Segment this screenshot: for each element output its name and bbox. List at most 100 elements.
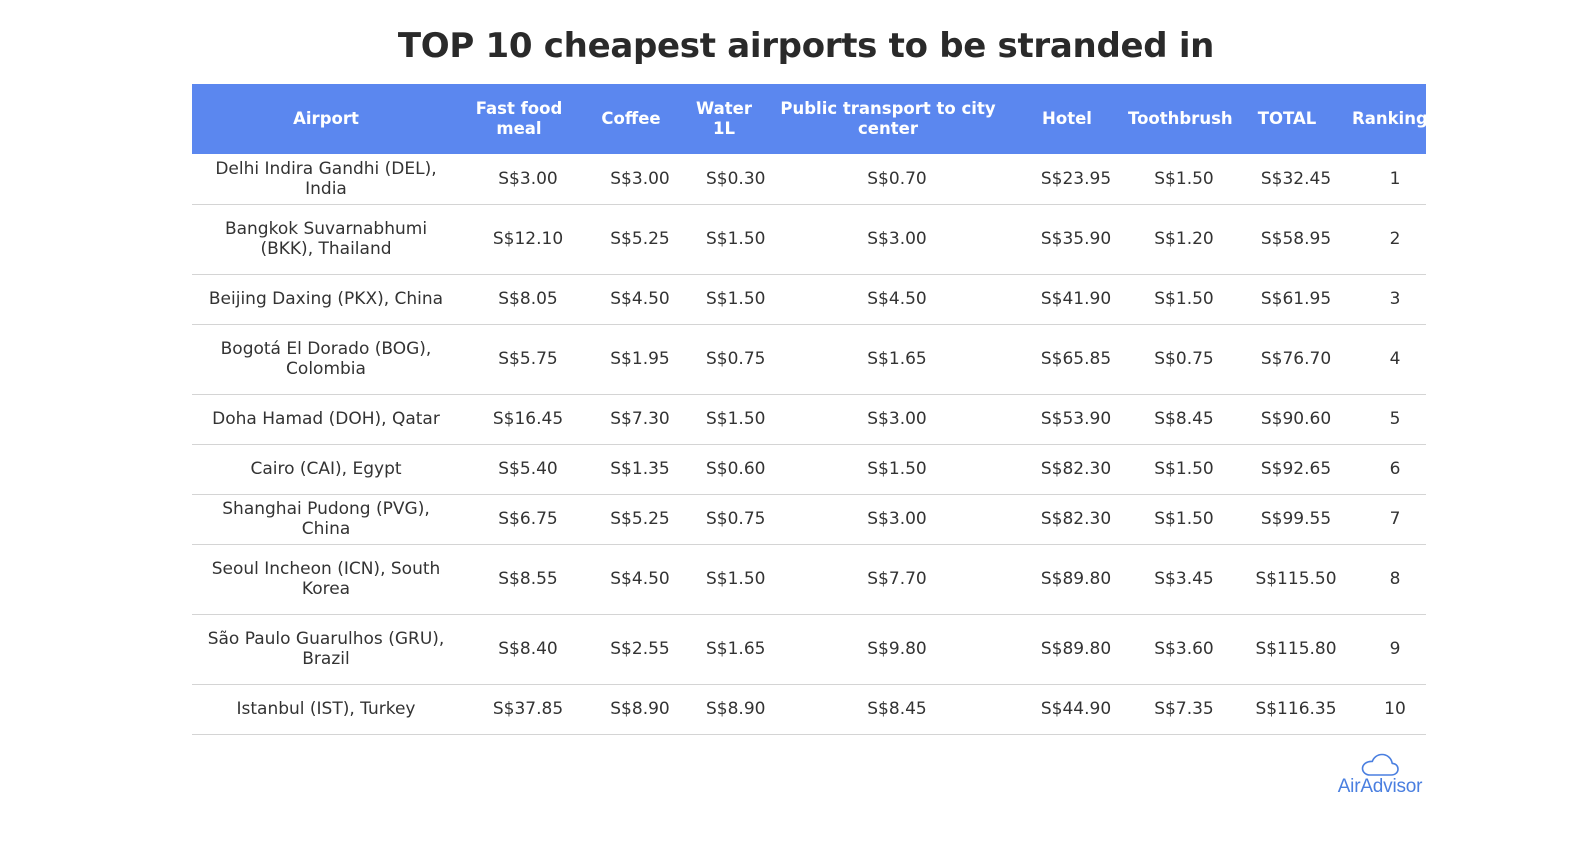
cell-toothbrush: S$1.50 bbox=[1122, 154, 1228, 205]
cell-hotel: S$44.90 bbox=[1012, 684, 1122, 735]
cell-toothbrush: S$1.50 bbox=[1122, 274, 1228, 325]
cell-ranking: 2 bbox=[1346, 204, 1426, 275]
cell-coffee: S$8.90 bbox=[578, 684, 684, 735]
cell-hotel: S$35.90 bbox=[1012, 204, 1122, 275]
table-row: Seoul Incheon (ICN), South Korea S$8.55 … bbox=[192, 544, 1426, 615]
cell-ranking: 10 bbox=[1346, 684, 1426, 735]
cell-airport: São Paulo Guarulhos (GRU), Brazil bbox=[192, 614, 460, 685]
cell-hotel: S$53.90 bbox=[1012, 394, 1122, 445]
cell-toothbrush: S$1.20 bbox=[1122, 204, 1228, 275]
cell-toothbrush: S$1.50 bbox=[1122, 494, 1228, 545]
cell-fast-food: S$5.40 bbox=[460, 444, 578, 495]
cell-fast-food: S$8.05 bbox=[460, 274, 578, 325]
cell-transport: S$0.70 bbox=[764, 154, 1012, 205]
cell-ranking: 3 bbox=[1346, 274, 1426, 325]
cell-transport: S$3.00 bbox=[764, 204, 1012, 275]
table-row: Doha Hamad (DOH), Qatar S$16.45 S$7.30 S… bbox=[192, 394, 1426, 445]
table-row: São Paulo Guarulhos (GRU), Brazil S$8.40… bbox=[192, 614, 1426, 685]
cell-airport: Beijing Daxing (PKX), China bbox=[192, 274, 460, 325]
logo-text: AirAdvisor bbox=[1337, 776, 1423, 797]
column-header-public-transport: Public transport to city center bbox=[764, 84, 1012, 154]
cell-coffee: S$5.25 bbox=[578, 204, 684, 275]
column-header-water: Water 1L bbox=[684, 84, 764, 154]
cell-transport: S$1.65 bbox=[764, 324, 1012, 395]
column-header-coffee: Coffee bbox=[578, 84, 684, 154]
table-row: Beijing Daxing (PKX), China S$8.05 S$4.5… bbox=[192, 274, 1426, 325]
cell-toothbrush: S$3.45 bbox=[1122, 544, 1228, 615]
table-row: Delhi Indira Gandhi (DEL), India S$3.00 … bbox=[192, 154, 1426, 205]
cell-total: S$58.95 bbox=[1228, 204, 1346, 275]
cell-transport: S$9.80 bbox=[764, 614, 1012, 685]
cell-hotel: S$23.95 bbox=[1012, 154, 1122, 205]
cell-water: S$0.60 bbox=[684, 444, 765, 495]
cell-coffee: S$1.35 bbox=[578, 444, 684, 495]
table-row: Bangkok Suvarnabhumi (BKK), Thailand S$1… bbox=[192, 204, 1426, 275]
cell-coffee: S$1.95 bbox=[578, 324, 684, 395]
cell-fast-food: S$5.75 bbox=[460, 324, 578, 395]
cloud-icon bbox=[1361, 753, 1399, 776]
cell-airport: Shanghai Pudong (PVG), China bbox=[192, 494, 460, 545]
cell-ranking: 6 bbox=[1346, 444, 1426, 495]
column-header-hotel: Hotel bbox=[1012, 84, 1122, 154]
cell-fast-food: S$6.75 bbox=[460, 494, 578, 545]
cell-airport: Seoul Incheon (ICN), South Korea bbox=[192, 544, 460, 615]
cell-hotel: S$65.85 bbox=[1012, 324, 1122, 395]
cell-fast-food: S$12.10 bbox=[460, 204, 578, 275]
cell-ranking: 5 bbox=[1346, 394, 1426, 445]
cell-water: S$8.90 bbox=[684, 684, 765, 735]
table-row: Shanghai Pudong (PVG), China S$6.75 S$5.… bbox=[192, 494, 1426, 545]
cell-water: S$0.75 bbox=[684, 494, 765, 545]
cell-fast-food: S$8.55 bbox=[460, 544, 578, 615]
cell-transport: S$8.45 bbox=[764, 684, 1012, 735]
cell-airport: Doha Hamad (DOH), Qatar bbox=[192, 394, 460, 445]
cell-coffee: S$4.50 bbox=[578, 544, 684, 615]
airport-cost-table: Airport Fast food meal Coffee Water 1L P… bbox=[192, 84, 1428, 735]
cell-water: S$1.50 bbox=[684, 394, 765, 445]
cell-total: S$116.35 bbox=[1228, 684, 1346, 735]
table-header-row: Airport Fast food meal Coffee Water 1L P… bbox=[192, 84, 1428, 154]
cell-total: S$90.60 bbox=[1228, 394, 1346, 445]
cell-coffee: S$7.30 bbox=[578, 394, 684, 445]
cell-fast-food: S$8.40 bbox=[460, 614, 578, 685]
column-header-fast-food-meal: Fast food meal bbox=[460, 84, 578, 154]
cell-transport: S$3.00 bbox=[764, 494, 1012, 545]
cell-water: S$0.75 bbox=[684, 324, 765, 395]
cell-ranking: 1 bbox=[1346, 154, 1426, 205]
cell-fast-food: S$3.00 bbox=[460, 154, 578, 205]
cell-total: S$76.70 bbox=[1228, 324, 1346, 395]
cell-water: S$1.50 bbox=[684, 204, 765, 275]
cell-toothbrush: S$1.50 bbox=[1122, 444, 1228, 495]
cell-coffee: S$2.55 bbox=[578, 614, 684, 685]
airadvisor-logo: AirAdvisor bbox=[1330, 752, 1430, 798]
cell-total: S$92.65 bbox=[1228, 444, 1346, 495]
column-header-airport: Airport bbox=[192, 84, 460, 154]
cell-hotel: S$41.90 bbox=[1012, 274, 1122, 325]
cell-fast-food: S$16.45 bbox=[460, 394, 578, 445]
cell-coffee: S$4.50 bbox=[578, 274, 684, 325]
cell-water: S$0.30 bbox=[684, 154, 765, 205]
table-row: Istanbul (IST), Turkey S$37.85 S$8.90 S$… bbox=[192, 684, 1426, 735]
cell-total: S$115.50 bbox=[1228, 544, 1346, 615]
cell-total: S$61.95 bbox=[1228, 274, 1346, 325]
column-header-ranking: Ranking bbox=[1346, 84, 1428, 154]
cell-airport: Istanbul (IST), Turkey bbox=[192, 684, 460, 735]
cell-airport: Bangkok Suvarnabhumi (BKK), Thailand bbox=[192, 204, 460, 275]
cell-total: S$99.55 bbox=[1228, 494, 1346, 545]
cell-fast-food: S$37.85 bbox=[460, 684, 578, 735]
cell-ranking: 9 bbox=[1346, 614, 1426, 685]
cell-transport: S$7.70 bbox=[764, 544, 1012, 615]
cell-hotel: S$82.30 bbox=[1012, 444, 1122, 495]
cell-airport: Cairo (CAI), Egypt bbox=[192, 444, 460, 495]
cell-coffee: S$3.00 bbox=[578, 154, 684, 205]
cell-water: S$1.50 bbox=[684, 274, 765, 325]
cell-ranking: 8 bbox=[1346, 544, 1426, 615]
cell-transport: S$4.50 bbox=[764, 274, 1012, 325]
cell-airport: Delhi Indira Gandhi (DEL), India bbox=[192, 154, 460, 205]
table-row: Bogotá El Dorado (BOG), Colombia S$5.75 … bbox=[192, 324, 1426, 395]
page-title: TOP 10 cheapest airports to be stranded … bbox=[397, 26, 1215, 66]
cell-toothbrush: S$3.60 bbox=[1122, 614, 1228, 685]
table-row: Cairo (CAI), Egypt S$5.40 S$1.35 S$0.60 … bbox=[192, 444, 1426, 495]
cell-toothbrush: S$0.75 bbox=[1122, 324, 1228, 395]
cell-hotel: S$89.80 bbox=[1012, 614, 1122, 685]
